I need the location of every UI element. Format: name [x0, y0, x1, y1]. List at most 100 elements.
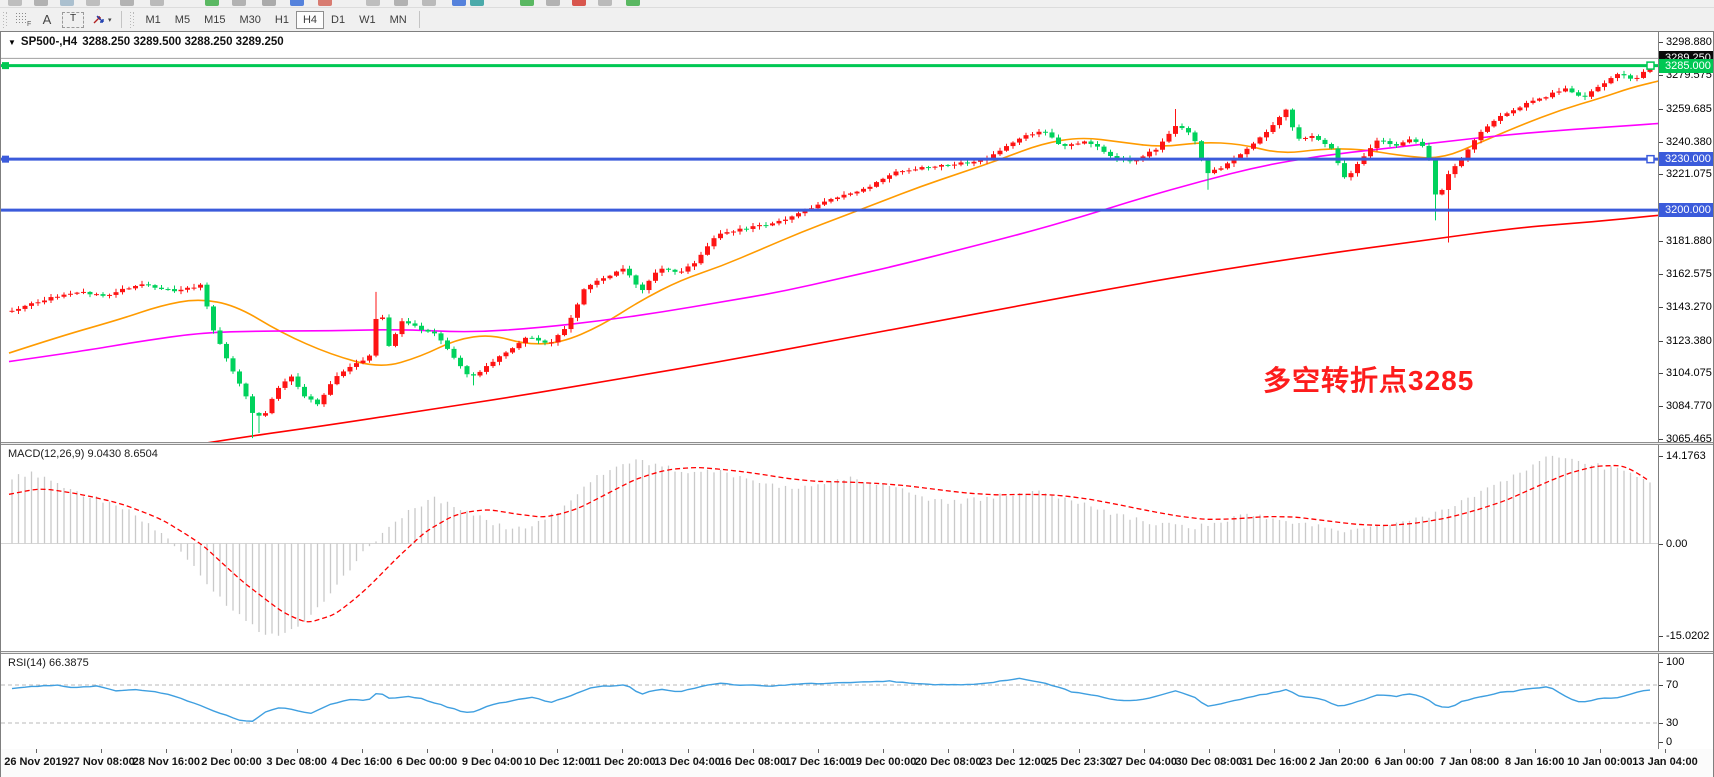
macd-indicator-pane[interactable]: MACD(12,26,9) 9.0430 8.6504 14.1763 0.00 -… — [1, 445, 1713, 651]
timeframe-button-mn[interactable]: MN — [383, 11, 414, 29]
price-axis[interactable]: 3298.880 3279.575 3259.685 3240.380 3221.075… — [1658, 32, 1713, 442]
axis-value-label: 3065.465 — [1666, 433, 1712, 442]
timeframe-button-m1[interactable]: M1 — [139, 11, 168, 29]
candle-bull — [484, 366, 489, 372]
toolbar-grip[interactable] — [3, 11, 8, 28]
rsi-axis[interactable]: 100 70 30 0 — [1658, 654, 1713, 749]
candle-bull — [1641, 71, 1646, 78]
axis-value-label: 3143.270 — [1666, 301, 1712, 313]
timeframe-button-w1[interactable]: W1 — [352, 11, 383, 29]
candle-bull — [887, 175, 892, 179]
candle-bear — [1628, 75, 1633, 79]
candle-bull — [1010, 142, 1016, 147]
candle-bear — [295, 376, 301, 387]
hline-right-handle[interactable] — [1646, 154, 1655, 164]
candle-bear — [224, 343, 229, 359]
clipped-toolbar-icon — [452, 0, 466, 6]
timeframe-button-m15[interactable]: M15 — [197, 11, 232, 29]
timeframe-button-m30[interactable]: M30 — [232, 11, 267, 29]
time-axis-label: 25 Dec 23:30 — [1045, 756, 1112, 768]
text-label-tool[interactable]: T — [58, 10, 88, 29]
rsi-indicator-pane[interactable]: RSI(14) 66.3875 100 70 30 0 — [1, 654, 1713, 749]
candle-bear — [315, 399, 320, 405]
price-chart-canvas[interactable] — [1, 32, 1659, 442]
candle-bull — [477, 371, 483, 376]
candle-bull — [42, 300, 47, 303]
candle-bull — [1498, 115, 1503, 121]
crosshair-grid-tool-icon[interactable]: F — [12, 10, 36, 29]
candle-bear — [1329, 144, 1334, 149]
time-axis[interactable]: 26 Nov 2019 27 Nov 08:00 28 Nov 16:00 2 Dec… — [1, 749, 1713, 777]
candle-bull — [185, 287, 190, 290]
pane-separator[interactable] — [1, 442, 1713, 445]
candle-bull — [490, 361, 496, 367]
candle-bull — [1407, 139, 1412, 143]
axis-tick — [1659, 685, 1663, 686]
pane-separator-2[interactable] — [1, 651, 1713, 654]
candle-bear — [1582, 95, 1588, 97]
main-chart-pane[interactable]: ▼ SP500-,H4 3288.250 3289.500 3288.250 3… — [1, 32, 1713, 442]
candle-bull — [1472, 140, 1477, 150]
hline-right-handle[interactable] — [1646, 61, 1655, 70]
axis-value-label: -15.0202 — [1666, 630, 1710, 642]
candle-bull — [906, 170, 912, 172]
timeframe-button-h4[interactable]: H4 — [295, 10, 325, 29]
chart-text-annotation[interactable]: 多空转折点3285 — [1263, 365, 1475, 396]
macd-canvas[interactable] — [1, 445, 1659, 651]
candle-bear — [432, 331, 437, 334]
axis-value-label: 3221.075 — [1666, 168, 1712, 180]
timeframe-button-m5[interactable]: M5 — [168, 11, 197, 29]
candle-bull — [94, 294, 99, 296]
candle-bull — [1478, 131, 1484, 141]
candle-bull — [120, 288, 125, 293]
candle-bull — [848, 193, 853, 195]
candle-bull — [113, 292, 119, 295]
candle-bull — [1147, 151, 1152, 157]
time-axis-label: 7 Jan 08:00 — [1439, 756, 1500, 768]
candle-bear — [211, 306, 216, 331]
candle-bear — [1108, 151, 1113, 157]
timeframe-button-h1[interactable]: H1 — [268, 11, 296, 29]
time-tick — [1208, 749, 1210, 753]
candle-bear — [1426, 145, 1432, 160]
chevron-down-icon: ▾ — [108, 16, 112, 24]
candle-bull — [1257, 137, 1263, 144]
arrows-objects-tool[interactable]: ▾ — [88, 10, 116, 29]
candle-bull — [1212, 169, 1217, 174]
arrow-text-tool[interactable]: A — [36, 10, 58, 29]
candle-bull — [991, 154, 996, 160]
axis-value-label: 0 — [1666, 736, 1673, 748]
candle-bull — [16, 308, 21, 311]
candle-bull — [55, 296, 60, 298]
toolbar-grip-2[interactable] — [129, 11, 135, 28]
candle-bull — [698, 254, 704, 264]
candle-bull — [74, 292, 80, 294]
macd-axis[interactable]: 14.1763 0.00 -15.0202 — [1658, 445, 1713, 651]
candle-bull — [874, 182, 879, 187]
axis-tick — [1659, 439, 1663, 440]
candle-bull — [1030, 134, 1035, 136]
candle-bull — [731, 231, 736, 233]
ma-fast-orange — [8, 80, 1659, 366]
candle-bull — [178, 289, 184, 292]
time-tick — [426, 749, 428, 753]
time-axis-label: 13 Jan 04:00 — [1632, 756, 1698, 768]
chart-title: ▼ SP500-,H4 3288.250 3289.500 3288.250 3… — [8, 36, 284, 48]
candle-bear — [965, 162, 970, 164]
candle-bull — [776, 220, 782, 224]
candle-bull — [1082, 141, 1087, 144]
hline-left-handle[interactable] — [2, 155, 9, 163]
chart-title-dropdown-icon[interactable]: ▼ — [8, 37, 16, 47]
rsi-canvas[interactable] — [1, 654, 1659, 749]
candle-bear — [419, 325, 424, 330]
time-tick — [101, 749, 103, 753]
toolbar-separator — [120, 11, 122, 28]
candle-bull — [1537, 98, 1542, 101]
candle-bull — [61, 294, 67, 297]
candle-bull — [913, 169, 918, 171]
hline-left-handle[interactable] — [2, 62, 9, 70]
candle-bull — [9, 310, 15, 312]
candle-bull — [588, 284, 593, 290]
timeframe-button-d1[interactable]: D1 — [324, 11, 352, 29]
candle-bear — [308, 396, 314, 400]
